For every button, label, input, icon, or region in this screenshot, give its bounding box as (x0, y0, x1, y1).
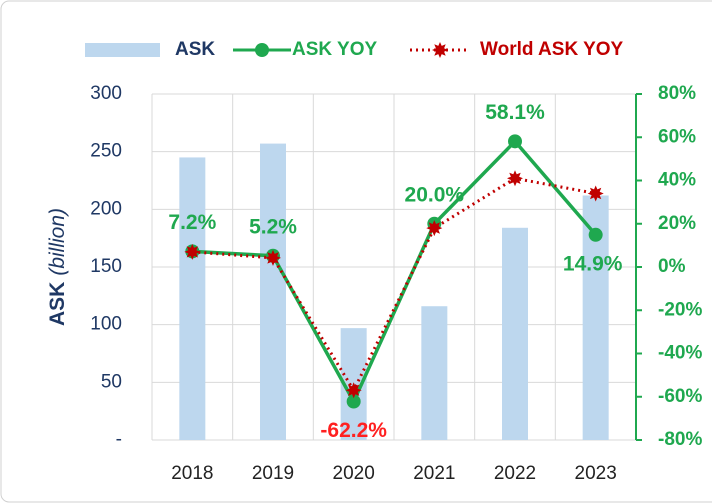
x-tick-label: 2023 (575, 463, 617, 484)
x-tick-label: 2019 (252, 463, 294, 484)
y2-tick-label: -60% (658, 386, 702, 407)
yoy-marker (346, 394, 361, 409)
y2-tick-label: -40% (658, 343, 702, 364)
y2-tick-label: 40% (658, 170, 696, 191)
data-label: 14.9% (563, 252, 623, 275)
y-tick-label: 100 (90, 314, 122, 335)
world-yoy-marker (507, 170, 523, 187)
y-axis-label: ASK (billion) (46, 208, 69, 326)
world-yoy-marker (184, 243, 201, 260)
x-tick-label: 2018 (171, 463, 213, 484)
data-label: 58.1% (485, 101, 545, 124)
world-yoy-marker (587, 185, 604, 202)
legend-label: ASK YOY (292, 39, 378, 60)
bar (179, 157, 206, 440)
y-tick-label: - (116, 429, 122, 450)
legend-label: World ASK YOY (480, 39, 624, 60)
data-label: 5.2% (249, 215, 297, 238)
legend-marker (432, 42, 448, 58)
yoy-line (192, 138, 597, 406)
yoy-marker (508, 134, 522, 149)
y2-tick-label: -80% (658, 429, 702, 450)
bar (421, 306, 448, 440)
y2-tick-label: -20% (658, 299, 702, 320)
y-tick-label: 300 (90, 83, 122, 104)
x-tick-label: 2020 (333, 463, 375, 484)
y-label-text: ASK (46, 282, 69, 326)
y2-tick-label: 0% (658, 256, 686, 277)
y2-tick-label: 80% (658, 83, 696, 104)
data-label: 20.0% (405, 183, 465, 206)
y-tick-label: 50 (101, 371, 122, 392)
y2-tick-label: 60% (658, 126, 696, 147)
legend-marker (255, 43, 269, 57)
legend-label: ASK (175, 39, 215, 60)
x-tick-label: 2022 (494, 463, 536, 484)
world-yoy-marker (265, 249, 281, 266)
y-tick-label: 250 (90, 141, 122, 162)
world-yoy-marker (345, 382, 362, 399)
yoy-marker (588, 227, 603, 242)
y-tick-label: 200 (90, 198, 122, 219)
y-label-unit: (billion) (46, 208, 69, 276)
x-tick-label: 2021 (413, 463, 455, 484)
y2-tick-label: 20% (658, 213, 696, 234)
bar (260, 143, 286, 441)
world-yoy-marker (426, 220, 443, 237)
data-label: 7.2% (168, 211, 216, 234)
y-tick-label: 150 (90, 256, 122, 277)
data-label: -62.2% (320, 419, 387, 442)
bar (502, 227, 528, 440)
legend-swatch (85, 43, 160, 57)
world-yoy-line (192, 176, 596, 394)
